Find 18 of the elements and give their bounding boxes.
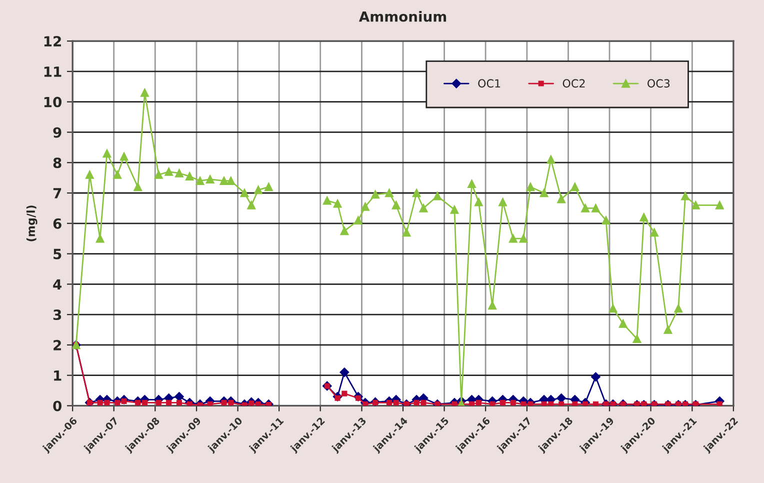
legend-label: OC1 [478,79,500,88]
y-tick-label: 9 [53,127,62,138]
y-tick-label: 2 [54,340,61,350]
y-axis-title: (mg/l) [26,206,38,242]
y-tick-label: 7 [53,188,62,198]
y-tick-label: 1 [54,370,62,381]
y-tick-label: 8 [53,158,62,168]
y-tick-label: 4 [53,279,62,290]
y-tick-label: 12 [44,36,61,46]
y-tick-label: 10 [44,96,62,108]
chart-title: Ammonium [358,11,446,22]
y-tick-label: 0 [53,400,62,412]
y-tick-label: 3 [53,310,62,320]
legend-label: OC3 [648,79,670,88]
y-tick-label: 11 [44,66,62,77]
y-tick-label: 5 [54,248,62,260]
y-tick-label: 6 [53,218,62,229]
legend-label: OC2 [562,79,585,88]
